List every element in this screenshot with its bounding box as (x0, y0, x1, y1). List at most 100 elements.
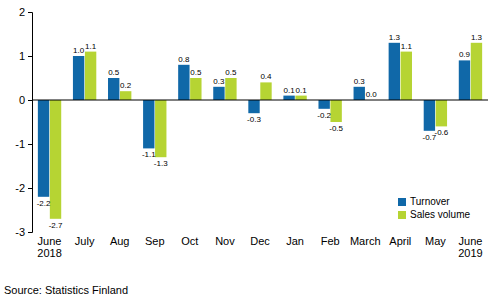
y-tick-mark (28, 144, 32, 145)
data-label: 0.5 (108, 68, 120, 77)
x-tick-label: March (350, 235, 381, 247)
legend: TurnoverSales volume (398, 196, 470, 220)
data-label: 1.0 (73, 46, 85, 55)
x-tick-label: May (425, 235, 446, 247)
x-tick: Sep (145, 234, 165, 247)
x-tick-label: Oct (181, 235, 198, 247)
y-tick-label: 2 (19, 6, 25, 18)
x-tick: Feb (321, 234, 340, 247)
x-tick: Oct (181, 234, 198, 247)
legend-swatch (398, 211, 406, 219)
bar (190, 78, 201, 100)
x-tick-label: Sep (145, 235, 165, 247)
x-tick: April (389, 234, 411, 247)
y-tick-label: 0 (19, 94, 25, 106)
bar (120, 91, 131, 100)
data-label: 1.1 (85, 42, 97, 51)
bar (108, 78, 119, 100)
bar (436, 100, 447, 126)
data-label: 0.2 (120, 81, 132, 90)
data-label: -0.6 (434, 128, 448, 137)
bar (155, 100, 166, 157)
bar (38, 100, 49, 197)
bar (143, 100, 154, 148)
y-axis-line (28, 13, 33, 233)
y-tick-label: -3 (15, 226, 25, 238)
x-tick: Dec (250, 234, 270, 247)
bar (318, 100, 329, 109)
data-label: 0.3 (354, 77, 366, 86)
bar (283, 96, 294, 100)
data-label: 0.5 (190, 68, 202, 77)
bar (471, 43, 482, 100)
data-label: 0.5 (225, 68, 237, 77)
data-label: -0.5 (329, 124, 343, 133)
chart: -3 -2 -1 0 1 2 June2018 July Aug Sep Oct Nov Dec Jan F… (0, 0, 493, 304)
y-tick: 2 (19, 6, 32, 18)
bar (330, 100, 341, 122)
legend-label: Sales volume (410, 209, 470, 220)
bar (213, 87, 224, 100)
bar (248, 100, 259, 113)
x-tick-label: Feb (321, 235, 340, 247)
x-tick: Jan (286, 234, 304, 247)
bar (85, 52, 96, 100)
x-tick: May (425, 234, 446, 247)
data-label: 0.0 (366, 90, 378, 99)
bar (50, 100, 61, 219)
x-tick-label: Nov (215, 235, 235, 247)
x-tick-label: Jan (286, 235, 304, 247)
data-label: 1.1 (401, 42, 413, 51)
data-label: 0.9 (459, 50, 471, 59)
data-label: -2.2 (37, 199, 51, 208)
y-tick-label: -1 (15, 138, 25, 150)
data-label: -1.3 (154, 159, 168, 168)
data-label: 0.1 (284, 86, 296, 95)
bar (178, 65, 189, 100)
bar (73, 56, 84, 100)
bar (389, 43, 400, 100)
data-label: -0.3 (247, 115, 261, 124)
x-tick-label: June2019 (458, 235, 482, 259)
x-tick: March (350, 234, 381, 247)
y-tick: 1 (19, 50, 32, 62)
bar (459, 60, 470, 100)
bars (38, 43, 482, 219)
x-tick: Nov (215, 234, 235, 247)
x-tick-label: April (389, 235, 411, 247)
x-tick: June2018 (37, 234, 61, 259)
bar (424, 100, 435, 131)
data-label: 1.3 (389, 33, 401, 42)
bar (354, 87, 365, 100)
x-axis: June2018 July Aug Sep Oct Nov Dec Jan Feb March Ap… (33, 234, 489, 259)
data-label: 1.3 (471, 33, 483, 42)
source-note: Source: Statistics Finland (4, 284, 128, 296)
bar (401, 52, 412, 100)
y-tick-mark (28, 12, 32, 13)
y-tick: 0 (19, 94, 32, 106)
y-tick-mark (28, 56, 32, 57)
y-tick: -3 (15, 226, 32, 238)
x-tick-label: July (75, 235, 95, 247)
legend-swatch (398, 198, 406, 206)
y-tick: -2 (15, 182, 32, 194)
y-tick-mark (28, 232, 32, 233)
data-label: 0.4 (260, 72, 272, 81)
y-tick-label: -2 (15, 182, 25, 194)
bar (260, 82, 271, 100)
data-label: -0.2 (317, 111, 331, 120)
data-label: -1.1 (142, 150, 156, 159)
x-tick-label: Aug (110, 235, 130, 247)
zero-line (32, 100, 488, 101)
x-tick-label: June2018 (37, 235, 61, 259)
x-tick: June2019 (458, 234, 482, 259)
data-label: -2.7 (49, 221, 63, 230)
y-axis: -3 -2 -1 0 1 2 (15, 6, 32, 238)
x-tick-label: Dec (250, 235, 270, 247)
data-labels: -2.21.00.5-1.10.80.3-0.30.1-0.20.31.3-0.… (37, 33, 483, 230)
y-tick-mark (28, 100, 32, 101)
data-label: 0.8 (178, 55, 190, 64)
x-tick: July (75, 234, 95, 247)
y-tick-mark (28, 188, 32, 189)
bar (225, 78, 236, 100)
